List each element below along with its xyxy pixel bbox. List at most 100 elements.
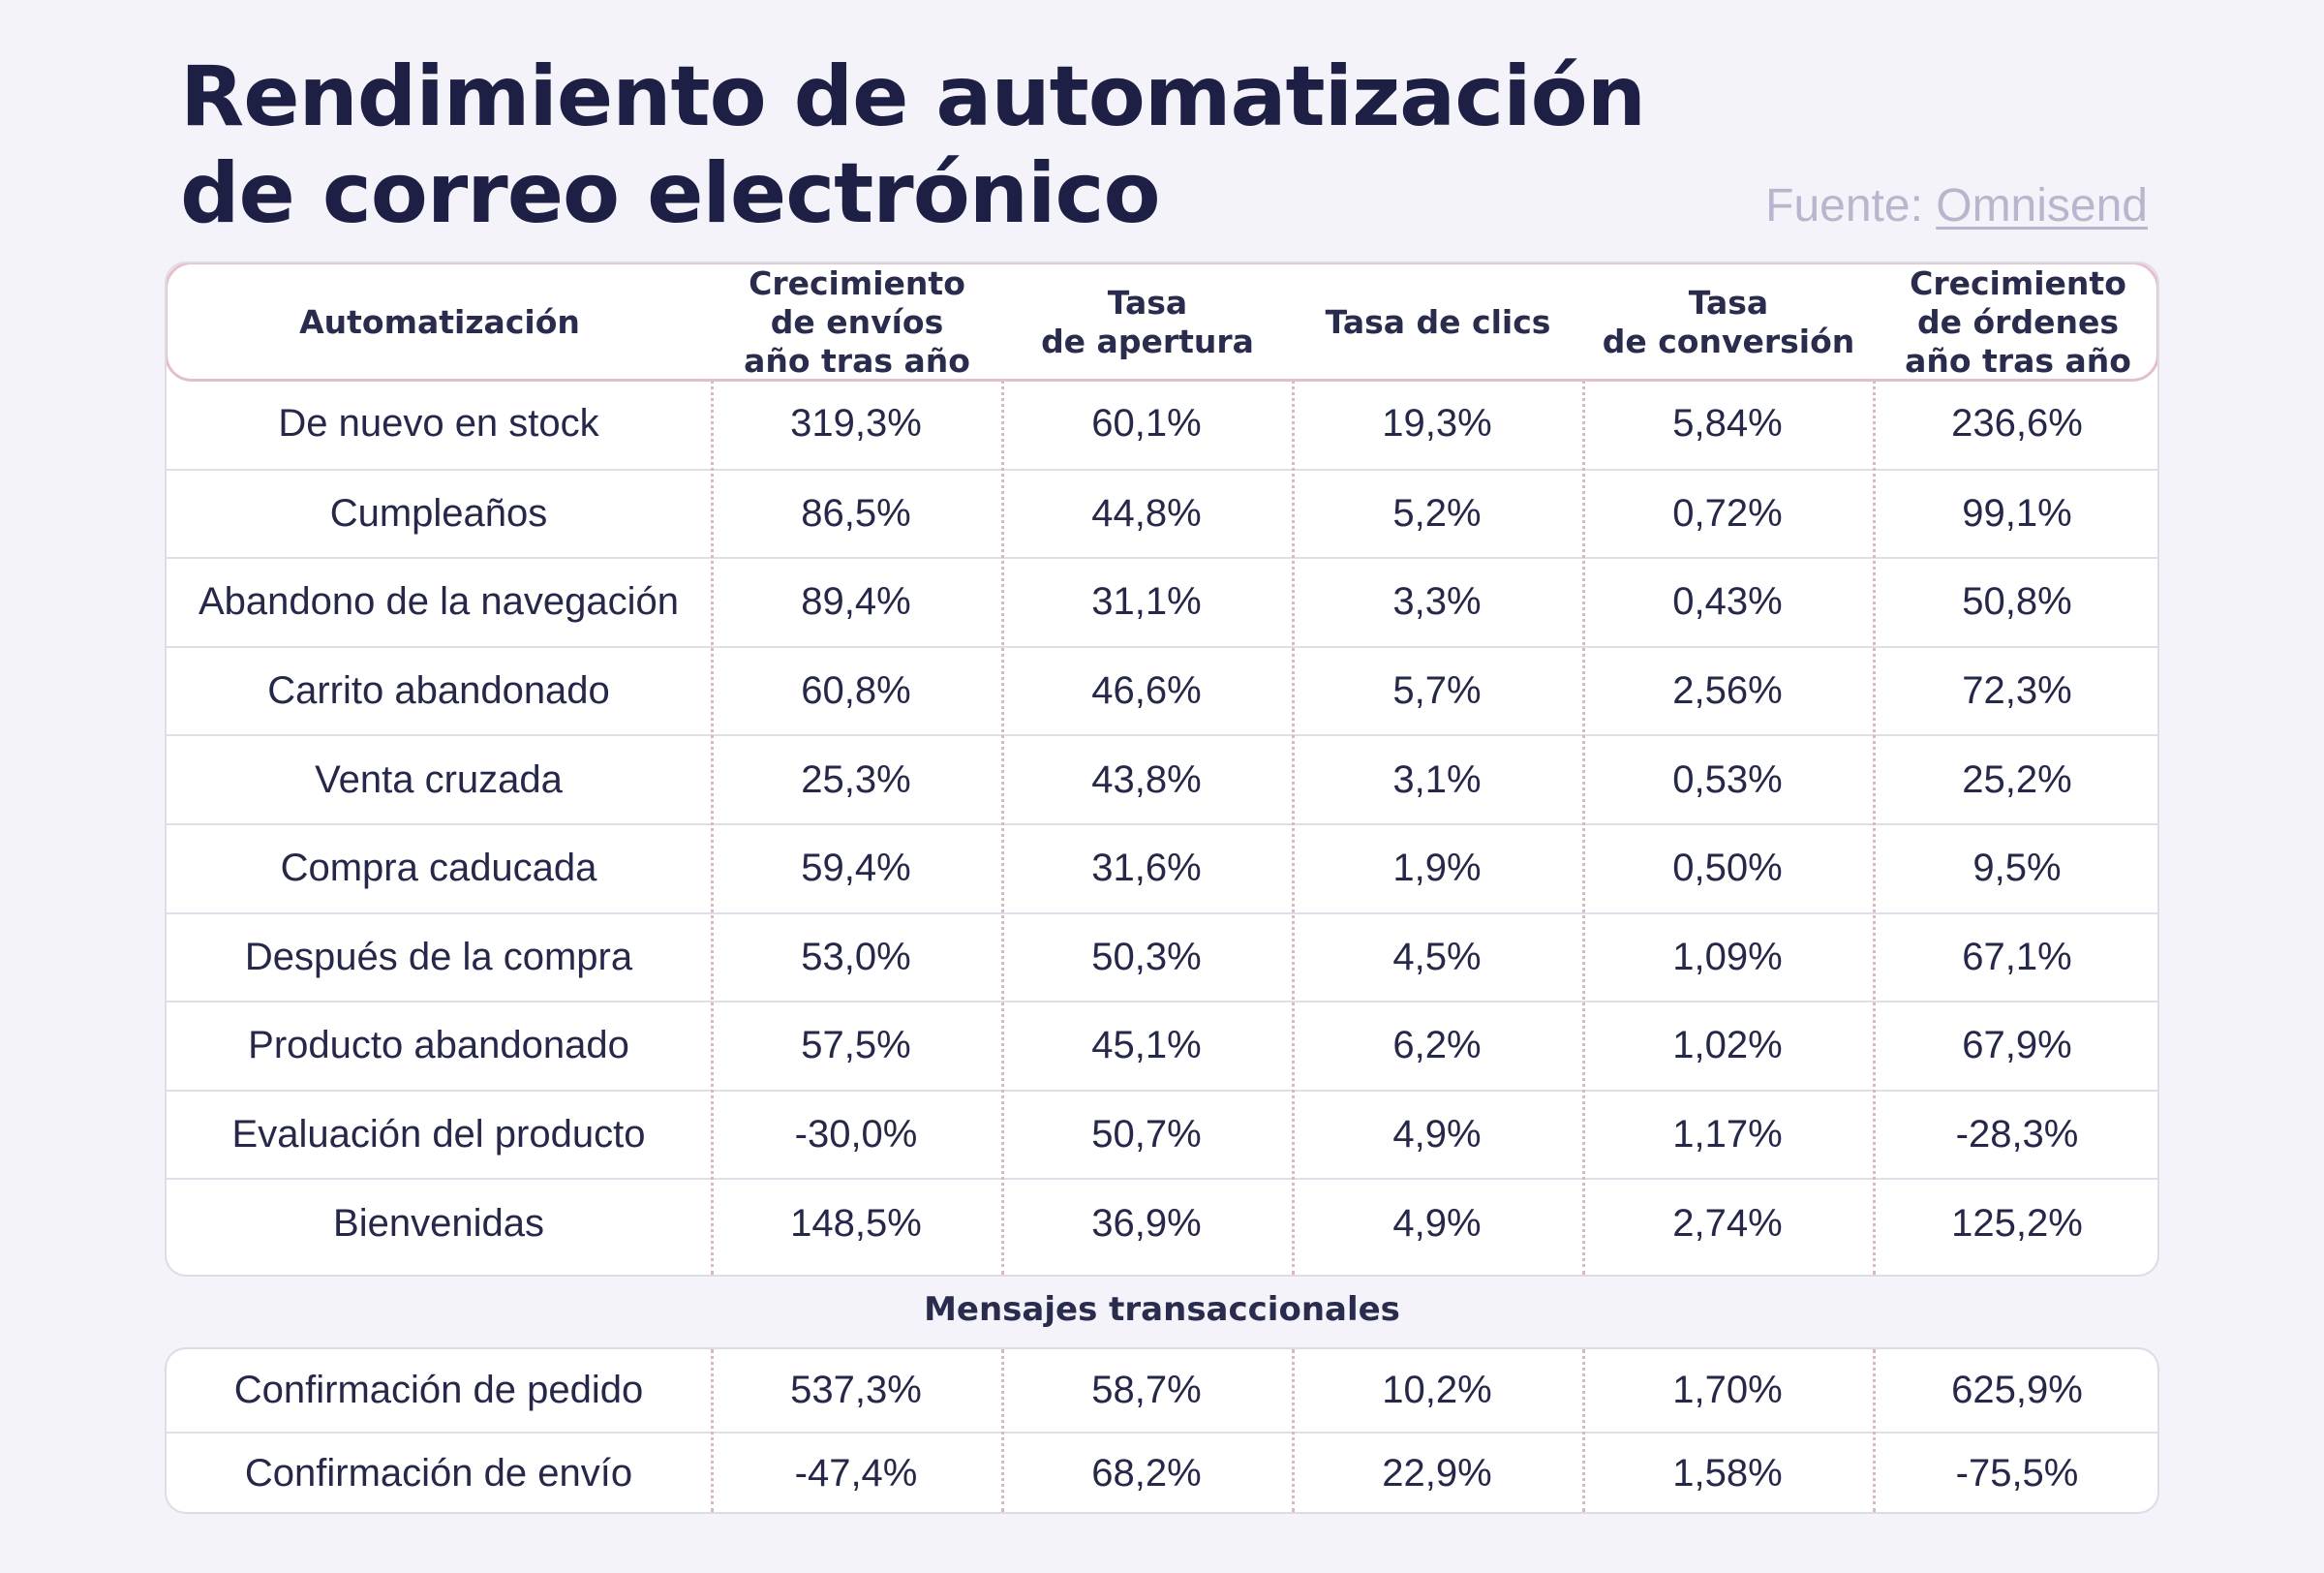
cell-automation: Cumpleaños [329, 491, 548, 535]
cell-open-rate: 60,1% [1091, 402, 1202, 446]
cell-open-rate: 50,7% [1091, 1113, 1202, 1157]
cell-click-rate: 6,2% [1392, 1024, 1482, 1067]
cell-open-rate: 46,6% [1091, 669, 1202, 713]
cell-send-growth: 25,3% [801, 757, 911, 801]
cell-click-rate: 4,5% [1392, 935, 1482, 978]
column-divider [1873, 263, 1876, 1275]
cell-click-rate: 22,9% [1382, 1452, 1492, 1495]
table-row: Cumpleaños 86,5% 44,8% 5,2% 0,72% 99,1% [167, 468, 2157, 558]
header-conversion-rate: Tasa de conversión [1602, 284, 1855, 360]
cell-send-growth: 319,3% [790, 402, 922, 446]
cell-send-growth: 86,5% [801, 491, 911, 535]
cell-conversion-rate: 5,84% [1672, 402, 1783, 446]
table-row: Confirmación de envío -47,4% 68,2% 22,9% 1,5… [167, 1432, 2157, 1512]
cell-automation: Producto abandonado [248, 1024, 629, 1067]
transactional-section-label: Mensajes transaccionales [924, 1290, 1400, 1329]
cell-open-rate: 58,7% [1091, 1369, 1202, 1411]
cell-order-growth: 99,1% [1962, 491, 2072, 535]
cell-automation: Venta cruzada [315, 757, 563, 801]
cell-automation: De nuevo en stock [278, 402, 599, 446]
cell-conversion-rate: 1,09% [1672, 935, 1783, 978]
cell-send-growth: 89,4% [801, 580, 911, 624]
cell-send-growth: 537,3% [790, 1369, 922, 1411]
cell-order-growth: 9,5% [1972, 847, 2062, 890]
table-row: Venta cruzada 25,3% 43,8% 3,1% 0,53% 25,2% [167, 734, 2157, 823]
cell-conversion-rate: 1,58% [1672, 1452, 1783, 1495]
cell-automation: Abandono de la navegación [199, 580, 679, 624]
cell-send-growth: 53,0% [801, 935, 911, 978]
cell-automation: Evaluación del producto [231, 1113, 646, 1157]
cell-automation: Bienvenidas [333, 1201, 544, 1245]
cell-conversion-rate: 2,74% [1672, 1201, 1783, 1245]
page-title: Rendimiento de automatización de correo … [180, 48, 1646, 242]
cell-order-growth: 125,2% [1951, 1201, 2083, 1245]
cell-send-growth: -47,4% [794, 1452, 918, 1495]
column-divider [711, 1349, 714, 1512]
table-row: Después de la compra 53,0% 50,3% 4,5% 1,09% 6… [167, 911, 2157, 1002]
cell-order-growth: 67,1% [1962, 935, 2072, 978]
cell-automation: Carrito abandonado [267, 669, 610, 713]
table-header: Automatización Crecimiento de envíos año… [167, 263, 2157, 382]
cell-click-rate: 19,3% [1382, 402, 1492, 446]
cell-conversion-rate: 0,43% [1672, 580, 1783, 624]
column-divider [1001, 263, 1004, 1275]
cell-open-rate: 44,8% [1091, 491, 1202, 535]
source-link[interactable]: Omnisend [1936, 180, 2148, 231]
source-credit: Fuente: Omnisend [1765, 179, 2148, 232]
header-send-growth: Crecimiento de envíos año tras año [744, 264, 970, 380]
column-divider [711, 263, 714, 1275]
cell-click-rate: 3,1% [1392, 757, 1482, 801]
cell-click-rate: 4,9% [1392, 1201, 1482, 1245]
cell-send-growth: -30,0% [794, 1113, 918, 1157]
cell-conversion-rate: 1,17% [1672, 1113, 1783, 1157]
header-automation: Automatización [299, 303, 580, 341]
title-line-1: Rendimiento de automatización [180, 48, 1646, 145]
cell-click-rate: 1,9% [1392, 847, 1482, 890]
cell-order-growth: -75,5% [1955, 1452, 2079, 1495]
cell-conversion-rate: 0,50% [1672, 847, 1783, 890]
cell-order-growth: 236,6% [1951, 402, 2083, 446]
cell-order-growth: 72,3% [1962, 669, 2072, 713]
cell-conversion-rate: 0,53% [1672, 757, 1783, 801]
cell-click-rate: 5,2% [1392, 491, 1482, 535]
cell-conversion-rate: 2,56% [1672, 669, 1783, 713]
cell-click-rate: 4,9% [1392, 1113, 1482, 1157]
cell-open-rate: 31,1% [1091, 580, 1202, 624]
cell-open-rate: 31,6% [1091, 847, 1202, 890]
column-divider [1292, 1349, 1295, 1512]
cell-open-rate: 68,2% [1091, 1452, 1202, 1495]
cell-open-rate: 43,8% [1091, 757, 1202, 801]
cell-open-rate: 45,1% [1091, 1024, 1202, 1067]
cell-order-growth: 25,2% [1962, 757, 2072, 801]
cell-conversion-rate: 1,02% [1672, 1024, 1783, 1067]
table-row: Producto abandonado 57,5% 45,1% 6,2% 1,02% 67… [167, 1001, 2157, 1090]
cell-click-rate: 5,7% [1392, 669, 1482, 713]
table-row: Bienvenidas 148,5% 36,9% 4,9% 2,74% 125,2% [167, 1178, 2157, 1267]
column-divider [1582, 263, 1585, 1275]
cell-order-growth: 67,9% [1962, 1024, 2072, 1067]
column-divider [1873, 1349, 1876, 1512]
column-divider [1001, 1349, 1004, 1512]
cell-automation: Después de la compra [244, 935, 633, 978]
cell-automation: Confirmación de envío [244, 1452, 633, 1495]
cell-automation: Compra caducada [280, 847, 597, 890]
table-row: Confirmación de pedido 537,3% 58,7% 10,2% 1,… [167, 1349, 2157, 1432]
cell-automation: Confirmación de pedido [233, 1369, 644, 1411]
cell-open-rate: 50,3% [1091, 935, 1202, 978]
cell-order-growth: -28,3% [1955, 1113, 2079, 1157]
title-line-2: de correo electrónico [180, 145, 1161, 242]
header-click-rate: Tasa de clics [1325, 303, 1551, 341]
cell-click-rate: 10,2% [1382, 1369, 1492, 1411]
column-divider [1292, 263, 1295, 1275]
cell-order-growth: 50,8% [1962, 580, 2072, 624]
automation-table: De nuevo en stock 319,3% 60,1% 19,3% 5,84% 23… [165, 262, 2159, 1277]
cell-send-growth: 57,5% [801, 1024, 911, 1067]
source-prefix: Fuente: [1765, 180, 1937, 231]
cell-open-rate: 36,9% [1091, 1201, 1202, 1245]
cell-click-rate: 3,3% [1392, 580, 1482, 624]
table-row: Compra caducada 59,4% 31,6% 1,9% 0,50% 9,5% [167, 823, 2157, 912]
table-row: De nuevo en stock 319,3% 60,1% 19,3% 5,84% 23… [167, 380, 2157, 469]
cell-conversion-rate: 0,72% [1672, 491, 1783, 535]
cell-conversion-rate: 1,70% [1672, 1369, 1783, 1411]
cell-send-growth: 60,8% [801, 669, 911, 713]
